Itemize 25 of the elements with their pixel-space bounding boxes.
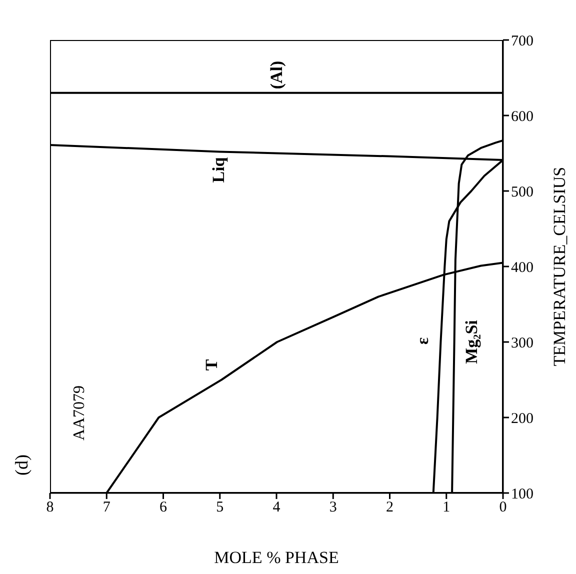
y-tick-label: 500: [511, 184, 534, 200]
text: ε: [412, 337, 432, 345]
y-tick-label: 200: [511, 410, 534, 427]
x-tick-label: 8: [46, 500, 54, 516]
x-axis-title: MOLE % PHASE: [214, 548, 339, 567]
annotation: AA7079: [71, 385, 88, 441]
x-tick-label: 3: [329, 500, 337, 516]
text: (d): [12, 454, 32, 476]
y-tick-label: 600: [511, 108, 534, 125]
y-axis-title: TEMPERATURE_CELSIUS: [550, 166, 570, 366]
text: (Al): [266, 60, 286, 90]
legend-label: Mg₂Si: [462, 320, 482, 364]
x-tick-label: 5: [216, 500, 224, 516]
y-tick-label: 700: [511, 33, 534, 50]
x-tick-label: 4: [272, 500, 281, 516]
x-tick-label: 6: [160, 500, 168, 516]
x-tick-label: 2: [386, 500, 394, 516]
x-tick-label: 1: [442, 500, 450, 516]
y-tick-label: 100: [511, 486, 534, 502]
x-tick-label: 0: [499, 500, 507, 516]
y-tick-label: 300: [511, 335, 534, 352]
text: Liq: [209, 156, 228, 182]
y-tick-label: 400: [511, 260, 534, 276]
text: T: [202, 358, 221, 370]
x-tick-label: 7: [102, 500, 111, 516]
